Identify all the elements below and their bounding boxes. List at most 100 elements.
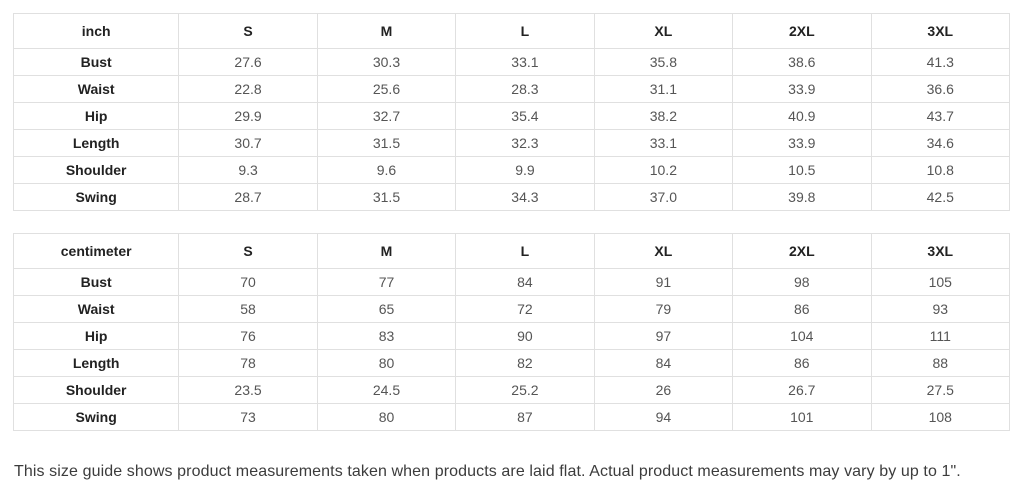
- measure-value: 43.7: [870, 102, 1011, 130]
- size-header-s: S: [178, 13, 318, 49]
- size-header-l: L: [455, 13, 595, 49]
- measure-value: 40.9: [732, 102, 872, 130]
- measure-value: 25.6: [316, 75, 457, 103]
- size-header-xl: XL: [593, 13, 734, 49]
- size-header-3xl: 3XL: [870, 233, 1011, 269]
- measure-value: 30.7: [178, 129, 318, 157]
- measure-value: 111: [870, 322, 1011, 350]
- measure-label: Swing: [12, 403, 180, 431]
- table-row-hip: Hip 76 83 90 97 104 111: [12, 322, 1011, 350]
- measure-value: 98: [732, 268, 872, 296]
- measure-value: 33.9: [732, 129, 872, 157]
- table-row-swing: Swing 28.7 31.5 34.3 37.0 39.8 42.5: [12, 183, 1011, 211]
- measure-value: 10.8: [870, 156, 1011, 184]
- size-guide-section: inch S M L XL 2XL 3XL Bust 27.6 30.3 33.…: [12, 13, 1011, 480]
- measure-value: 84: [455, 268, 595, 296]
- measure-value: 97: [593, 322, 734, 350]
- measure-value: 33.1: [455, 48, 595, 76]
- measure-value: 86: [732, 295, 872, 323]
- measure-label: Bust: [12, 48, 180, 76]
- measure-value: 94: [593, 403, 734, 431]
- measure-value: 72: [455, 295, 595, 323]
- measure-value: 39.8: [732, 183, 872, 211]
- measure-value: 83: [316, 322, 457, 350]
- measure-value: 90: [455, 322, 595, 350]
- measure-value: 34.6: [870, 129, 1011, 157]
- measure-label: Waist: [12, 75, 180, 103]
- measure-value: 30.3: [316, 48, 457, 76]
- measure-value: 91: [593, 268, 734, 296]
- table-row-length: Length 30.7 31.5 32.3 33.1 33.9 34.6: [12, 129, 1011, 157]
- measure-value: 88: [870, 349, 1011, 377]
- measure-value: 31.5: [316, 129, 457, 157]
- measure-label: Hip: [12, 322, 180, 350]
- measure-value: 31.5: [316, 183, 457, 211]
- size-table-centimeter: centimeter S M L XL 2XL 3XL Bust 70 77 8…: [12, 233, 1011, 431]
- measure-value: 33.9: [732, 75, 872, 103]
- table-row-length: Length 78 80 82 84 86 88: [12, 349, 1011, 377]
- measure-value: 105: [870, 268, 1011, 296]
- measure-value: 26: [593, 376, 734, 404]
- measure-value: 80: [316, 349, 457, 377]
- measure-value: 32.3: [455, 129, 595, 157]
- table-row-swing: Swing 73 80 87 94 101 108: [12, 403, 1011, 431]
- measure-value: 23.5: [178, 376, 318, 404]
- size-header-2xl: 2XL: [732, 233, 872, 269]
- measure-value: 27.6: [178, 48, 318, 76]
- measure-value: 70: [178, 268, 318, 296]
- measure-value: 87: [455, 403, 595, 431]
- measure-value: 34.3: [455, 183, 595, 211]
- measure-label: Swing: [12, 183, 180, 211]
- table-row-shoulder: Shoulder 9.3 9.6 9.9 10.2 10.5 10.8: [12, 156, 1011, 184]
- header-row: inch S M L XL 2XL 3XL: [12, 13, 1011, 49]
- size-header-l: L: [455, 233, 595, 269]
- size-header-s: S: [178, 233, 318, 269]
- table-row-waist: Waist 58 65 72 79 86 93: [12, 295, 1011, 323]
- measure-value: 108: [870, 403, 1011, 431]
- measure-value: 82: [455, 349, 595, 377]
- measure-label: Hip: [12, 102, 180, 130]
- measure-value: 36.6: [870, 75, 1011, 103]
- measure-value: 9.6: [316, 156, 457, 184]
- measure-value: 101: [732, 403, 872, 431]
- measure-value: 84: [593, 349, 734, 377]
- unit-header-centimeter: centimeter: [12, 233, 180, 269]
- measure-value: 9.3: [178, 156, 318, 184]
- measure-value: 58: [178, 295, 318, 323]
- size-header-3xl: 3XL: [870, 13, 1011, 49]
- size-header-xl: XL: [593, 233, 734, 269]
- measure-value: 26.7: [732, 376, 872, 404]
- measure-value: 93: [870, 295, 1011, 323]
- table-row-bust: Bust 70 77 84 91 98 105: [12, 268, 1011, 296]
- measure-value: 65: [316, 295, 457, 323]
- measure-value: 28.3: [455, 75, 595, 103]
- table-row-hip: Hip 29.9 32.7 35.4 38.2 40.9 43.7: [12, 102, 1011, 130]
- size-header-m: M: [316, 233, 457, 269]
- size-table-inch: inch S M L XL 2XL 3XL Bust 27.6 30.3 33.…: [12, 13, 1011, 211]
- measure-value: 78: [178, 349, 318, 377]
- table-row-shoulder: Shoulder 23.5 24.5 25.2 26 26.7 27.5: [12, 376, 1011, 404]
- measure-value: 25.2: [455, 376, 595, 404]
- measure-value: 28.7: [178, 183, 318, 211]
- measure-value: 35.8: [593, 48, 734, 76]
- measure-label: Bust: [12, 268, 180, 296]
- measure-value: 31.1: [593, 75, 734, 103]
- measure-label: Waist: [12, 295, 180, 323]
- measure-value: 42.5: [870, 183, 1011, 211]
- measure-value: 76: [178, 322, 318, 350]
- measure-value: 79: [593, 295, 734, 323]
- measure-value: 38.2: [593, 102, 734, 130]
- size-header-m: M: [316, 13, 457, 49]
- measure-value: 41.3: [870, 48, 1011, 76]
- size-header-2xl: 2XL: [732, 13, 872, 49]
- measure-label: Length: [12, 349, 180, 377]
- measure-value: 27.5: [870, 376, 1011, 404]
- table-row-bust: Bust 27.6 30.3 33.1 35.8 38.6 41.3: [12, 48, 1011, 76]
- measure-value: 10.2: [593, 156, 734, 184]
- measure-value: 104: [732, 322, 872, 350]
- measure-value: 37.0: [593, 183, 734, 211]
- measure-value: 38.6: [732, 48, 872, 76]
- measure-label: Shoulder: [12, 376, 180, 404]
- measure-value: 10.5: [732, 156, 872, 184]
- table-row-waist: Waist 22.8 25.6 28.3 31.1 33.9 36.6: [12, 75, 1011, 103]
